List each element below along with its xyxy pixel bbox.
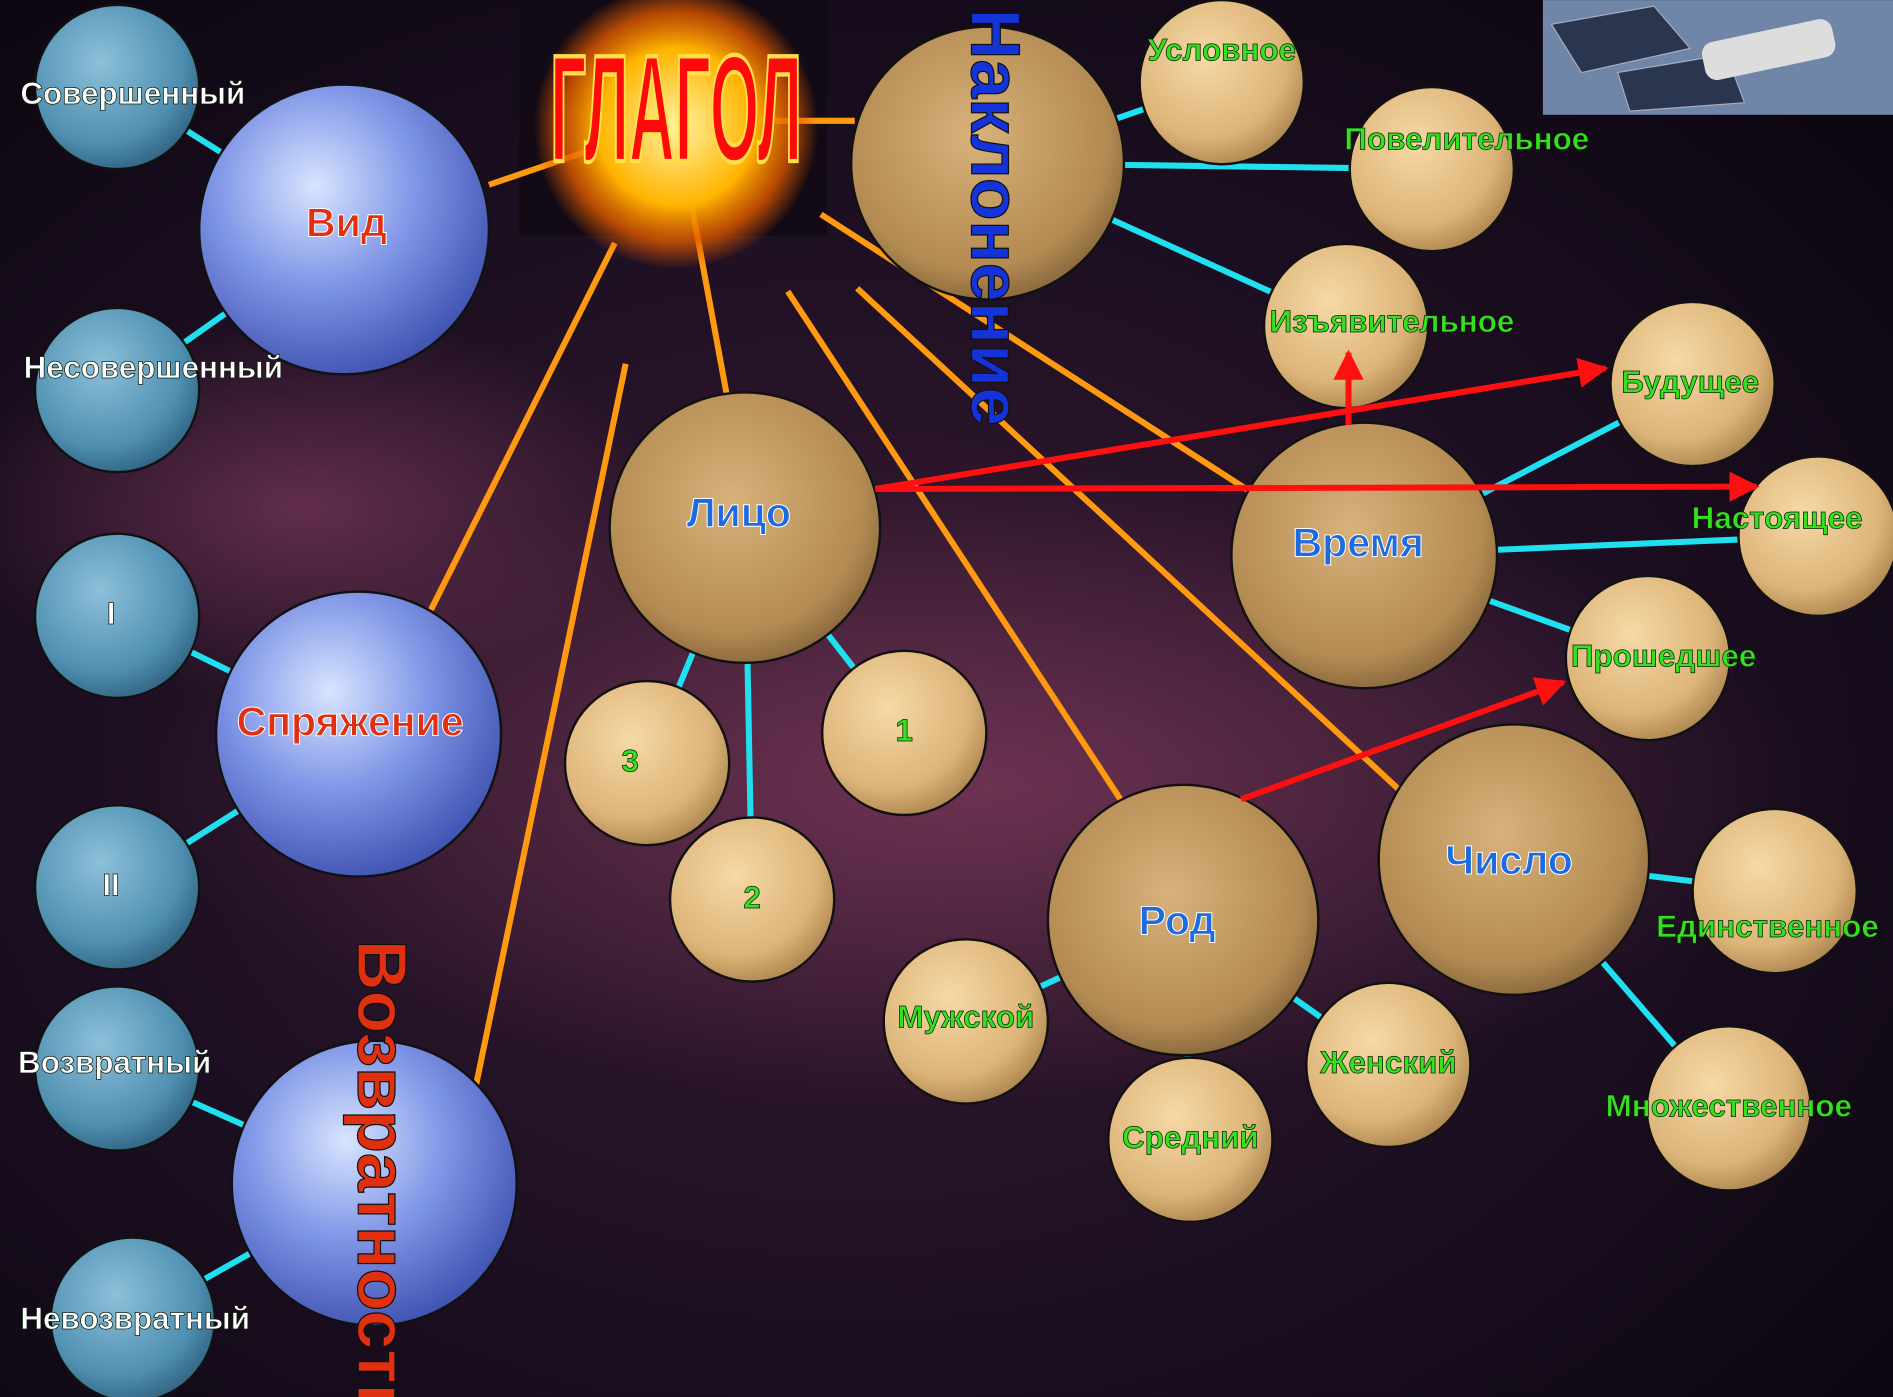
item-label: Средний — [1122, 1120, 1259, 1155]
item-label: Будущее — [1621, 364, 1759, 399]
item-label: 1 — [896, 713, 913, 748]
item-label: 2 — [743, 880, 760, 915]
item-label: Условное — [1147, 32, 1296, 67]
red-arrow — [875, 487, 1756, 489]
item-label: Изъявительное — [1270, 304, 1515, 339]
sub-planet — [1738, 456, 1893, 615]
sub-planet — [1140, 0, 1304, 164]
item-label: II — [102, 868, 119, 903]
group-label: Вид — [306, 200, 387, 246]
sub-planet — [1350, 87, 1514, 251]
group-label: Число — [1445, 837, 1572, 883]
item-label: Женский — [1319, 1045, 1456, 1080]
sub-planet — [1693, 809, 1857, 973]
sub-planet — [35, 534, 199, 698]
item-label: Невозвратный — [20, 1301, 250, 1336]
group-label: Род — [1139, 897, 1216, 943]
item-label: Настоящее — [1692, 501, 1863, 536]
item-label: Множественное — [1606, 1089, 1852, 1124]
item-label: Мужской — [897, 999, 1034, 1034]
group-label: Лицо — [687, 489, 791, 535]
item-label: Повелительное — [1344, 122, 1589, 157]
item-label: 3 — [621, 743, 638, 778]
diagram: ГЛАГОЛ Вид Совершенный Несовершенный Спряжен… — [0, 0, 1893, 1397]
item-label: Совершенный — [20, 76, 245, 111]
item-label: Возвратный — [18, 1045, 211, 1080]
satellite — [1543, 0, 1893, 115]
sub-planet — [565, 681, 729, 845]
item-label: I — [107, 596, 116, 631]
cyan-link — [747, 658, 750, 822]
item-label: Единственное — [1656, 909, 1879, 944]
group-label: Возвратность — [343, 940, 421, 1397]
group-label: Спряжение — [237, 698, 464, 744]
group-label: Наклонение — [956, 9, 1034, 426]
group-label: Время — [1293, 520, 1424, 566]
item-label: Несовершенный — [24, 350, 283, 385]
cyan-link — [1119, 165, 1354, 168]
sub-planet — [35, 308, 199, 472]
title: ГЛАГОЛ — [550, 24, 802, 194]
item-label: Прошедшее — [1571, 638, 1756, 673]
page: ГЛАГОЛ Вид Совершенный Несовершенный Спряжен… — [0, 0, 1893, 1397]
